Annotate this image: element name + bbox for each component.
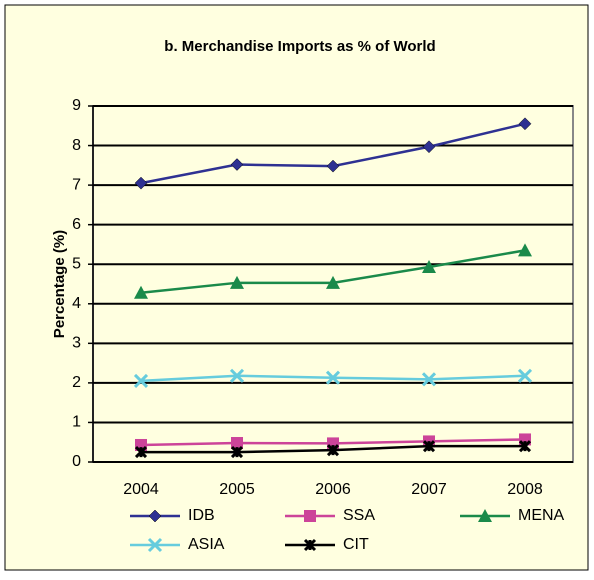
y-axis-label: Percentage (%) — [51, 230, 68, 338]
marker — [134, 285, 148, 299]
y-tick-label: 6 — [72, 216, 81, 233]
marker — [230, 446, 244, 459]
marker — [134, 446, 148, 459]
marker — [517, 368, 533, 383]
marker — [325, 370, 341, 385]
marker — [134, 176, 148, 190]
y-tick-label: 4 — [72, 295, 81, 312]
y-tick-label: 8 — [72, 137, 81, 154]
legend-label: ASIA — [188, 536, 225, 553]
marker — [421, 372, 437, 387]
legend-label: CIT — [343, 536, 369, 553]
marker — [422, 259, 436, 273]
marker — [518, 243, 532, 257]
x-tick-label: 2007 — [411, 481, 447, 498]
y-tick-label: 0 — [72, 453, 81, 470]
marker — [230, 275, 244, 289]
y-tick-label: 1 — [72, 414, 81, 431]
marker — [326, 159, 340, 173]
marker — [422, 140, 436, 154]
x-tick-label: 2008 — [507, 481, 543, 498]
legend-label: MENA — [518, 507, 565, 524]
marker — [231, 437, 243, 450]
marker — [518, 117, 532, 131]
x-tick-label: 2004 — [123, 481, 159, 498]
marker — [326, 275, 340, 289]
y-tick-label: 2 — [72, 374, 81, 391]
marker — [422, 440, 436, 453]
x-tick-label: 2005 — [219, 481, 255, 498]
marker — [133, 373, 149, 388]
legend-marker — [148, 509, 162, 523]
marker — [230, 158, 244, 171]
legend-label: SSA — [343, 507, 375, 524]
legend-marker — [478, 509, 492, 522]
marker — [229, 368, 245, 383]
marker — [326, 444, 340, 457]
legend-label: IDB — [188, 507, 215, 524]
marker — [518, 440, 532, 453]
y-tick-label: 9 — [72, 97, 81, 114]
chart-title: b. Merchandise Imports as % of World — [164, 38, 435, 55]
y-tick-label: 3 — [72, 335, 81, 352]
legend-marker — [147, 537, 163, 553]
y-tick-label: 5 — [72, 255, 81, 272]
legend-marker — [303, 538, 317, 552]
legend-marker — [304, 510, 316, 522]
y-tick-label: 7 — [72, 176, 81, 193]
x-tick-label: 2006 — [315, 481, 351, 498]
